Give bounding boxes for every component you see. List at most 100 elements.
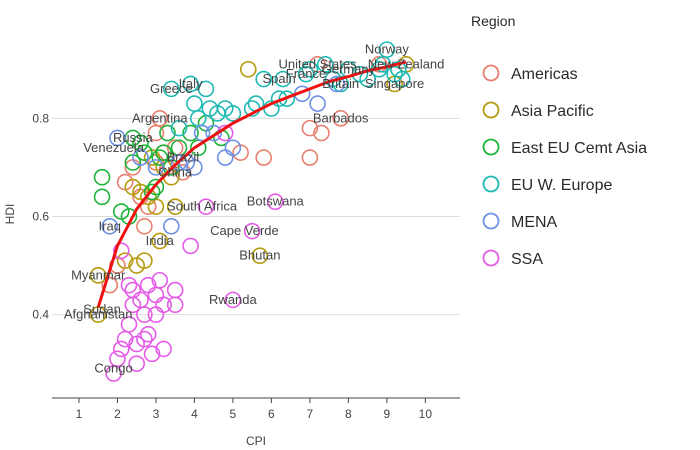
- legend-label-americas: Americas: [511, 66, 578, 83]
- point-eu-w-europe: [255, 70, 272, 88]
- point-label: Russia: [113, 130, 154, 145]
- point-eu-w-europe: [274, 70, 292, 88]
- point-east-eu-cemt-asia: [151, 149, 169, 166]
- point-mena: [109, 129, 126, 147]
- point-east-eu-cemt-asia: [182, 124, 199, 142]
- point-eu-w-europe: [163, 80, 180, 98]
- point-label: India: [146, 233, 175, 248]
- point-east-eu-cemt-asia: [136, 144, 153, 161]
- point-label: Rwanda: [209, 292, 257, 307]
- point-mena: [163, 217, 180, 235]
- legend-label-mena: MENA: [511, 214, 558, 231]
- point-label: China: [158, 164, 193, 179]
- point-mena: [328, 75, 346, 93]
- point-label: Myanmar: [71, 267, 126, 282]
- point-east-eu-cemt-asia: [147, 178, 165, 196]
- point-ssa: [136, 306, 153, 323]
- point-mena: [186, 159, 203, 176]
- point-americas: [370, 56, 388, 73]
- point-mena: [193, 124, 211, 142]
- point-asia-pacific: [251, 247, 269, 265]
- point-eu-w-europe: [224, 105, 242, 122]
- point-ssa: [224, 291, 242, 309]
- x-axis-title: CPI: [246, 434, 266, 448]
- y-tick-label: 0.8: [32, 111, 49, 125]
- x-tick-label: 4: [191, 407, 198, 421]
- point-mena: [147, 159, 165, 176]
- y-tick-label: 0.4: [32, 308, 49, 322]
- point-label: Venezuela: [83, 140, 144, 155]
- point-ssa: [112, 340, 130, 358]
- x-tick-label: 2: [114, 407, 121, 421]
- point-east-eu-cemt-asia: [159, 124, 176, 142]
- point-ssa: [109, 350, 126, 368]
- legend-label-ssa: SSA: [511, 251, 543, 268]
- axes: CPI HDI 0.4 0.6 0.8 1 2 3 4 5 6 7 8 9 10: [3, 111, 460, 448]
- point-label: Cape Verde: [210, 223, 279, 238]
- x-tick-label: 3: [153, 407, 160, 421]
- point-ssa: [182, 237, 199, 255]
- point-asia-pacific: [166, 198, 184, 215]
- x-tick-label: 7: [307, 407, 314, 421]
- x-tick-label: 9: [384, 407, 391, 421]
- legend-label-asia-pacific: Asia Pacific: [511, 103, 594, 120]
- point-americas: [313, 124, 330, 142]
- point-americas: [332, 110, 349, 127]
- point-asia-pacific: [151, 232, 169, 250]
- point-ssa: [151, 271, 169, 289]
- trend-line: [96, 60, 407, 308]
- point-ssa: [243, 222, 261, 240]
- point-ssa: [266, 193, 284, 211]
- point-label: Sudan: [83, 302, 121, 317]
- point-asia-pacific: [89, 267, 107, 284]
- legend-label-eu-w-europe: EU W. Europe: [511, 177, 612, 194]
- point-east-eu-cemt-asia: [93, 188, 111, 206]
- point-ssa: [136, 330, 153, 348]
- point-mena: [170, 154, 188, 171]
- x-tick-label: 6: [268, 407, 275, 421]
- point-ssa: [120, 276, 138, 294]
- legend-marker-mena: [482, 212, 500, 230]
- point-label: France: [286, 66, 326, 81]
- legend-marker-ssa: [482, 249, 500, 267]
- point-ssa: [197, 198, 215, 215]
- point-eu-w-europe: [316, 56, 334, 73]
- point-label: United States: [279, 56, 358, 71]
- point-label: Singapore: [365, 76, 424, 91]
- point-asia-pacific: [136, 252, 153, 269]
- point-eu-w-europe: [390, 60, 407, 78]
- point-eu-w-europe: [301, 60, 319, 78]
- point-label: Greece: [150, 81, 193, 96]
- point-label: Afghanistan: [64, 307, 133, 322]
- point-label: Bhutan: [239, 248, 280, 263]
- point-americas: [301, 119, 319, 137]
- legend-label-east-eu-cemt-asia: East EU Cemt Asia: [511, 140, 647, 157]
- point-asia-pacific: [116, 252, 134, 269]
- point-americas: [151, 110, 169, 127]
- point-label: Congo: [94, 361, 132, 376]
- y-tick-label: 0.6: [32, 209, 49, 223]
- x-tick-label: 8: [345, 407, 352, 421]
- x-tick-label: 1: [76, 407, 83, 421]
- point-east-eu-cemt-asia: [93, 168, 111, 186]
- point-americas: [255, 149, 272, 166]
- point-eu-w-europe: [278, 90, 296, 107]
- legend-marker-asia-pacific: [482, 101, 500, 119]
- point-eu-w-europe: [197, 80, 215, 98]
- legend-marker-eu-w-europe: [482, 175, 500, 193]
- y-axis-title: HDI: [3, 204, 17, 225]
- legend-marker-east-eu-cemt-asia: [482, 138, 500, 156]
- point-ssa: [155, 340, 172, 358]
- point-ssa: [143, 345, 161, 363]
- point-label: New Zealand: [368, 56, 445, 71]
- point-east-eu-cemt-asia: [143, 183, 161, 201]
- point-ssa: [128, 355, 145, 372]
- legend-title: Region: [471, 13, 515, 29]
- point-mena: [205, 124, 222, 142]
- legend-marker-americas: [482, 64, 500, 82]
- point-label: Britain: [322, 76, 359, 91]
- point-eu-w-europe: [182, 75, 199, 93]
- point-asia-pacific: [240, 60, 257, 78]
